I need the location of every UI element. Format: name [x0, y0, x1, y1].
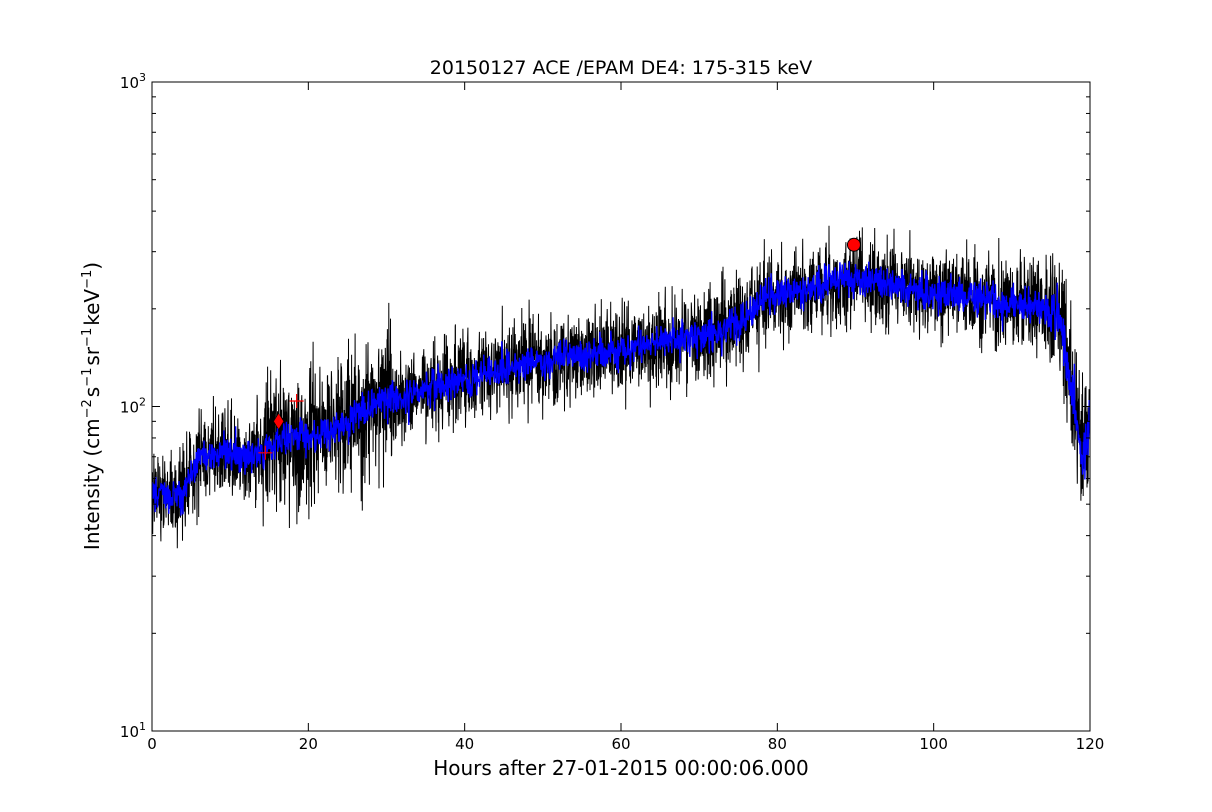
plus-marker-0 — [258, 445, 273, 460]
y-tick-label: 102 — [120, 396, 146, 417]
y-axis-label: Intensity (cm−2s−1sr−1keV−1) — [80, 262, 104, 550]
plot-frame — [151, 81, 1091, 732]
x-axis-label: Hours after 27-01-2015 00:00:06.000 — [433, 756, 809, 780]
y-tick-label: 101 — [120, 720, 146, 741]
x-tick-label: 60 — [611, 735, 630, 753]
y-tick-label: 103 — [120, 71, 146, 92]
x-tick-label: 100 — [919, 735, 948, 753]
x-tick-label: 120 — [1076, 735, 1105, 753]
x-tick-label: 20 — [299, 735, 318, 753]
x-tick-label: 80 — [768, 735, 787, 753]
tick-layer: 0 20 40 60 80 100 120 101 102 103 — [120, 71, 1104, 753]
peak-marker — [846, 237, 861, 252]
x-tick-label: 0 — [147, 735, 157, 753]
x-tick-label: 40 — [455, 735, 474, 753]
plus-marker-2 — [289, 393, 304, 408]
chart-title: 20150127 ACE /EPAM DE4: 175-315 keV — [430, 57, 812, 79]
diamond-marker — [273, 412, 284, 430]
series-layer — [152, 225, 1090, 549]
marker-layer — [258, 237, 861, 460]
series-line-1 — [152, 261, 1090, 516]
